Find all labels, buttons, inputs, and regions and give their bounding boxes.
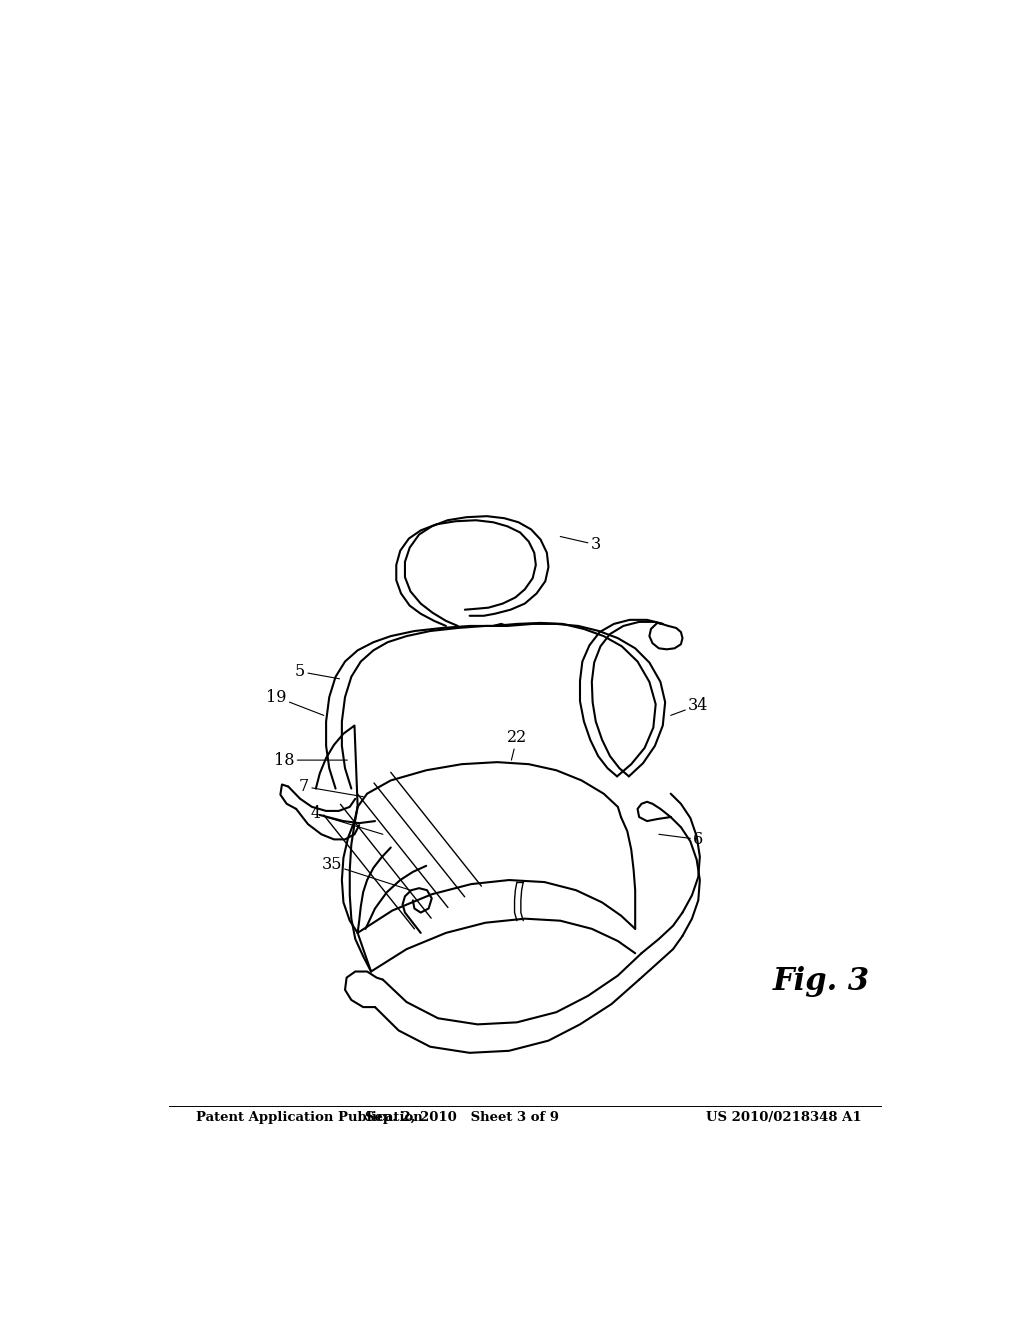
Text: Fig. 3: Fig. 3	[773, 966, 870, 997]
Text: 7: 7	[299, 777, 364, 797]
Text: 22: 22	[507, 729, 527, 760]
Text: 18: 18	[274, 751, 347, 768]
Text: US 2010/0218348 A1: US 2010/0218348 A1	[707, 1111, 862, 1125]
Text: Sep. 2, 2010   Sheet 3 of 9: Sep. 2, 2010 Sheet 3 of 9	[365, 1111, 559, 1125]
Text: 4: 4	[311, 805, 383, 834]
Text: 35: 35	[322, 857, 411, 890]
Text: Patent Application Publication: Patent Application Publication	[196, 1111, 423, 1125]
Text: 5: 5	[295, 663, 340, 680]
Text: 6: 6	[658, 830, 703, 847]
Text: 34: 34	[671, 697, 709, 715]
Text: 3: 3	[560, 536, 601, 553]
Text: 19: 19	[266, 689, 324, 715]
